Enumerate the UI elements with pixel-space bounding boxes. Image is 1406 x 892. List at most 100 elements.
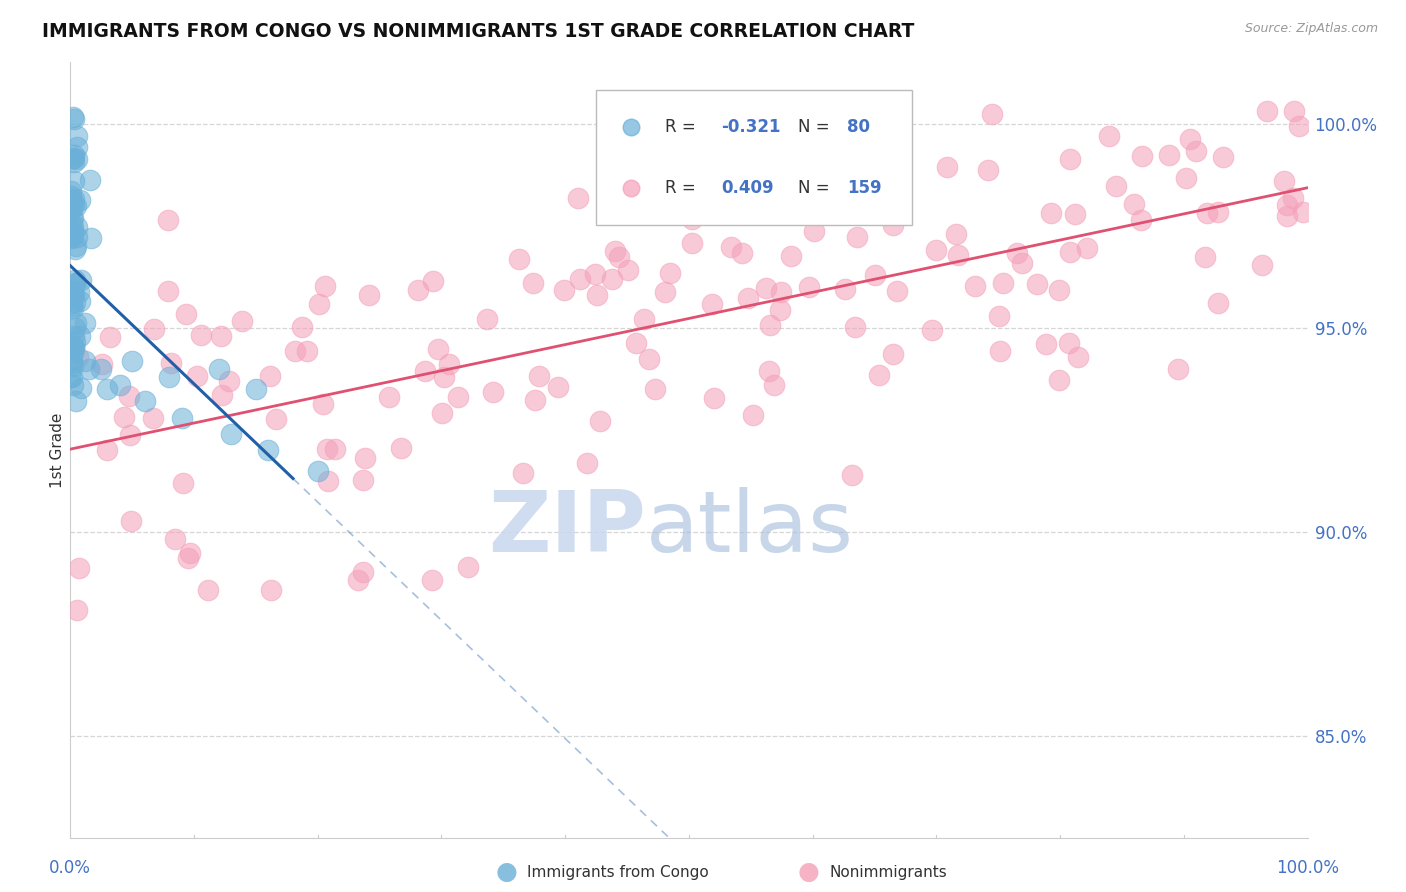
Point bbox=[1250, 258, 1272, 272]
Point bbox=[63, 197, 86, 211]
Point bbox=[352, 565, 374, 579]
Text: atlas: atlas bbox=[645, 486, 853, 570]
Point bbox=[62, 110, 84, 124]
Point bbox=[758, 364, 780, 378]
Point bbox=[945, 227, 967, 241]
Point bbox=[1047, 283, 1070, 297]
Point bbox=[586, 288, 609, 302]
Point bbox=[583, 267, 606, 281]
Point bbox=[607, 250, 630, 264]
Point bbox=[720, 240, 742, 254]
Point bbox=[118, 388, 141, 402]
Point bbox=[1122, 197, 1144, 211]
Point bbox=[603, 244, 626, 258]
Point bbox=[66, 351, 89, 365]
Point bbox=[121, 353, 143, 368]
Point bbox=[630, 188, 652, 202]
Point bbox=[63, 112, 86, 126]
Point bbox=[186, 369, 208, 384]
Point bbox=[170, 410, 193, 425]
Point bbox=[523, 392, 546, 407]
Point bbox=[62, 285, 84, 299]
Point bbox=[991, 277, 1014, 291]
Point bbox=[62, 329, 84, 343]
Point bbox=[834, 282, 856, 296]
Point bbox=[1130, 149, 1153, 163]
Point bbox=[703, 392, 725, 406]
Point bbox=[66, 219, 89, 234]
Point bbox=[1292, 205, 1315, 219]
Point bbox=[700, 296, 723, 310]
Point bbox=[1256, 104, 1278, 119]
FancyBboxPatch shape bbox=[596, 89, 911, 226]
Text: R =: R = bbox=[665, 118, 702, 136]
Point bbox=[60, 356, 83, 370]
Point bbox=[60, 222, 83, 236]
Point bbox=[60, 229, 83, 244]
Point bbox=[69, 381, 91, 395]
Point bbox=[1067, 351, 1090, 365]
Point bbox=[323, 442, 346, 456]
Point bbox=[769, 302, 792, 317]
Text: 159: 159 bbox=[848, 179, 882, 197]
Point bbox=[62, 346, 84, 360]
Point bbox=[780, 249, 803, 263]
Point bbox=[316, 474, 339, 488]
Point bbox=[638, 351, 661, 366]
Point bbox=[69, 561, 91, 575]
Point bbox=[63, 342, 86, 356]
Point bbox=[477, 312, 499, 326]
Point bbox=[59, 370, 82, 384]
Point bbox=[211, 387, 233, 401]
Point bbox=[90, 357, 112, 371]
Point bbox=[617, 262, 640, 277]
Point bbox=[63, 277, 86, 291]
Point bbox=[1011, 256, 1033, 270]
Point bbox=[63, 242, 86, 256]
Point bbox=[160, 356, 183, 370]
Text: ZIP: ZIP bbox=[488, 486, 645, 570]
Point bbox=[77, 361, 100, 376]
Point bbox=[314, 279, 336, 293]
Point bbox=[70, 273, 93, 287]
Point bbox=[65, 295, 87, 310]
Point bbox=[1194, 250, 1216, 264]
Point bbox=[316, 442, 339, 457]
Text: N =: N = bbox=[797, 179, 835, 197]
Point bbox=[737, 292, 759, 306]
Point bbox=[157, 284, 180, 298]
Point bbox=[62, 301, 84, 315]
Point bbox=[1098, 128, 1121, 143]
Point bbox=[921, 323, 943, 337]
Point bbox=[413, 363, 436, 377]
Point bbox=[882, 347, 904, 361]
Point bbox=[1277, 198, 1299, 212]
Point bbox=[312, 397, 335, 411]
Text: Nonimmigrants: Nonimmigrants bbox=[830, 865, 948, 880]
Point bbox=[508, 252, 530, 266]
Point bbox=[62, 359, 84, 374]
Point bbox=[60, 299, 83, 313]
Point bbox=[432, 406, 454, 420]
Point bbox=[389, 442, 412, 456]
Point bbox=[1272, 174, 1295, 188]
Point bbox=[60, 339, 83, 353]
Point bbox=[865, 268, 887, 282]
Point bbox=[69, 329, 91, 343]
Point bbox=[65, 394, 87, 409]
Point bbox=[1157, 148, 1180, 162]
Point bbox=[108, 378, 131, 392]
Text: 80: 80 bbox=[848, 118, 870, 136]
Point bbox=[96, 382, 118, 396]
Point bbox=[96, 443, 118, 458]
Text: Immigrants from Congo: Immigrants from Congo bbox=[527, 865, 709, 880]
Point bbox=[179, 545, 201, 559]
Point bbox=[553, 284, 575, 298]
Point bbox=[439, 358, 461, 372]
Point bbox=[62, 219, 84, 234]
Text: 100.0%: 100.0% bbox=[1277, 859, 1339, 877]
Point bbox=[75, 353, 97, 368]
Point bbox=[98, 330, 121, 344]
Point bbox=[1167, 362, 1189, 376]
Point bbox=[62, 288, 84, 302]
